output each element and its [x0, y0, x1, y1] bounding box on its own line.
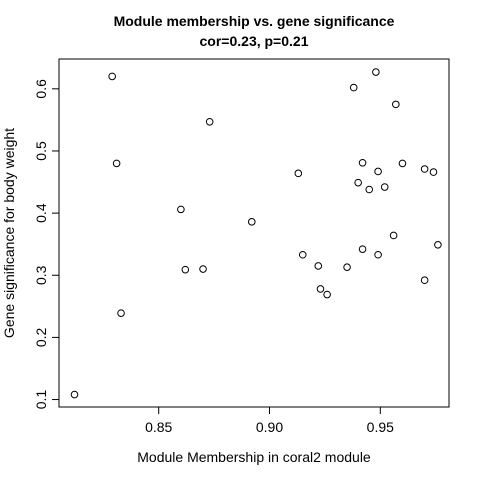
data-point [354, 178, 362, 187]
data-point [294, 169, 303, 178]
data-point [374, 250, 382, 259]
y-tick-label: 0.4 [33, 203, 49, 223]
data-point [205, 117, 214, 126]
data-point [112, 159, 121, 168]
y-tick-label: 0.6 [33, 79, 49, 99]
y-tick-label: 0.3 [33, 265, 49, 285]
data-point [298, 250, 307, 259]
data-point [117, 309, 125, 317]
data-point [247, 218, 256, 226]
data-point [434, 241, 442, 249]
y-axis-label: Gene significance for body weight [1, 128, 17, 338]
data-point [389, 231, 398, 240]
data-point [314, 262, 323, 270]
x-tick-label: 0.85 [145, 419, 172, 435]
data-points [70, 68, 442, 399]
data-point [181, 265, 190, 274]
data-point [372, 68, 380, 76]
data-point [323, 290, 331, 299]
x-axis: 0.85 0.90 0.95 [145, 407, 394, 435]
x-axis-label: Module Membership in coral2 module [137, 449, 371, 465]
y-tick-label: 0.5 [33, 141, 49, 161]
data-point [177, 205, 185, 214]
data-point [374, 167, 382, 176]
data-point [199, 265, 207, 273]
y-tick-label: 0.2 [33, 327, 49, 347]
y-tick-label: 0.1 [33, 390, 49, 410]
chart-subtitle: cor=0.23, p=0.21 [200, 33, 309, 49]
data-point [429, 168, 438, 176]
data-point [420, 165, 429, 173]
data-point [365, 185, 374, 194]
data-point [358, 245, 367, 253]
chart-title: Module membership vs. gene significance [114, 13, 395, 29]
plot-frame [58, 58, 450, 408]
x-tick-label: 0.95 [367, 419, 394, 435]
data-point [316, 285, 325, 293]
y-axis: 0.1 0.2 0.3 0.4 0.5 0.6 [33, 79, 59, 409]
data-point [70, 390, 79, 399]
data-point [392, 100, 400, 109]
data-point [398, 159, 407, 168]
data-point [358, 158, 367, 167]
data-point [380, 183, 389, 191]
data-point [108, 72, 116, 81]
data-point [343, 263, 351, 271]
data-point [349, 83, 358, 92]
data-point [420, 276, 429, 285]
x-tick-label: 0.90 [256, 419, 283, 435]
